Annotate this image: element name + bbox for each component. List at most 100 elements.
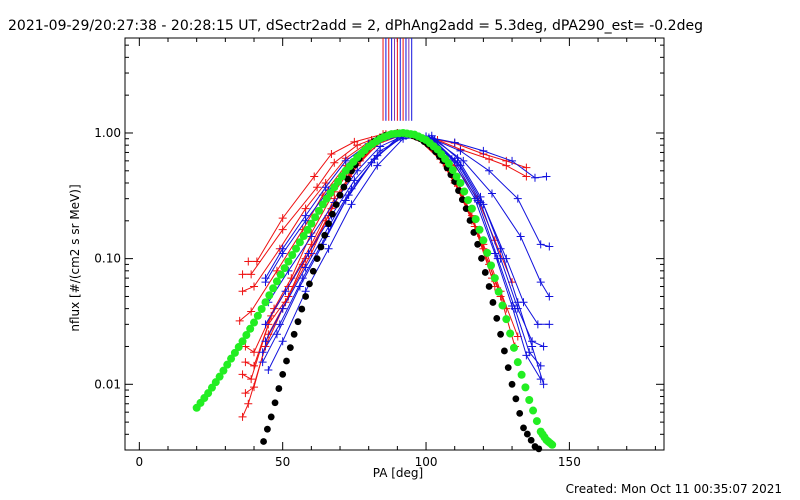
data-point-blue xyxy=(347,200,356,209)
green-fit-point xyxy=(529,406,538,415)
data-point-blue xyxy=(278,337,287,346)
black-fit-point xyxy=(332,201,340,209)
green-fit-point xyxy=(517,370,526,379)
data-point-blue xyxy=(545,292,554,301)
data-point-blue xyxy=(508,301,517,310)
green-fit-point xyxy=(292,244,301,253)
black-fit-point xyxy=(309,267,317,275)
data-point-red xyxy=(310,172,319,181)
green-fit-point xyxy=(506,329,515,338)
green-fit-point xyxy=(487,261,496,270)
green-fit-point xyxy=(494,287,503,296)
data-point-red xyxy=(522,163,531,172)
data-point-blue xyxy=(301,216,310,225)
black-fit-point xyxy=(317,243,325,251)
data-point-blue xyxy=(341,196,350,205)
created-timestamp: Created: Mon Oct 11 00:35:07 2021 xyxy=(566,482,782,496)
black-fit-point xyxy=(504,364,512,372)
black-fit-point xyxy=(466,217,474,224)
green-fit-point xyxy=(223,360,232,369)
data-point-red xyxy=(247,375,256,384)
data-point-blue xyxy=(470,194,479,203)
data-point-blue xyxy=(459,156,468,165)
green-fit-point xyxy=(460,187,469,196)
data-point-blue xyxy=(545,242,554,251)
data-point-blue xyxy=(533,320,542,329)
data-point-red xyxy=(353,141,362,150)
green-fit-point xyxy=(479,236,488,245)
data-point-red xyxy=(252,257,261,266)
data-point-red xyxy=(241,358,250,367)
green-fit-point xyxy=(238,337,247,346)
data-point-red xyxy=(278,214,287,223)
series-line-red xyxy=(245,134,519,367)
data-point-blue xyxy=(522,351,531,360)
black-fit-point xyxy=(462,205,470,213)
green-fit-point xyxy=(276,270,285,279)
x-tick-label: 100 xyxy=(415,455,438,469)
green-fit-point xyxy=(315,206,324,215)
data-point-blue xyxy=(272,330,281,339)
green-fit-point xyxy=(483,248,492,257)
black-fit-point xyxy=(279,370,287,378)
black-fit-point xyxy=(340,183,348,191)
green-fit-point xyxy=(303,225,312,234)
data-point-red xyxy=(522,172,531,181)
black-fit-point xyxy=(267,413,275,421)
data-point-blue xyxy=(508,156,517,165)
data-point-blue xyxy=(476,192,485,201)
green-fit-point xyxy=(532,417,541,426)
black-fit-point xyxy=(302,293,310,300)
green-fit-point xyxy=(318,200,327,209)
green-fit-point xyxy=(502,315,511,324)
data-point-blue xyxy=(427,131,436,140)
green-fit-point xyxy=(464,196,473,205)
data-point-blue xyxy=(545,320,554,329)
green-fit-point xyxy=(467,204,476,213)
green-fit-point xyxy=(257,304,266,313)
green-fit-point xyxy=(288,251,297,260)
green-fit-point xyxy=(295,238,304,247)
black-fit-point xyxy=(455,187,462,195)
black-fit-point xyxy=(470,229,478,236)
green-fit-point xyxy=(525,395,534,404)
data-point-blue xyxy=(530,173,539,182)
data-point-blue xyxy=(295,282,304,291)
chart-title: 2021-09-29/20:27:38 - 20:28:15 UT, dSect… xyxy=(8,18,703,34)
data-point-red xyxy=(238,270,247,279)
black-fit-point xyxy=(328,210,336,218)
x-axis-label: PA [deg] xyxy=(373,466,423,480)
plot-area: 0 50 100 150 0.01 0.10 1.00 xyxy=(94,37,665,469)
green-fit-point xyxy=(322,194,331,203)
black-fit-point xyxy=(527,436,535,444)
green-fit-point xyxy=(230,348,239,357)
data-point-red xyxy=(327,150,336,159)
black-fit-point xyxy=(321,231,329,239)
black-fit-point xyxy=(458,196,466,204)
black-fit-point xyxy=(535,445,543,453)
data-point-blue xyxy=(304,249,313,258)
data-point-red xyxy=(485,155,494,164)
green-fit-point xyxy=(311,213,320,222)
data-point-blue xyxy=(367,158,376,167)
black-fit-point xyxy=(325,220,332,228)
green-fit-point xyxy=(548,440,557,449)
x-tick-label: 50 xyxy=(275,455,290,469)
green-fit-point xyxy=(513,358,522,367)
data-point-blue xyxy=(258,348,267,357)
data-point-red xyxy=(241,389,250,398)
black-fit-point xyxy=(478,254,485,262)
green-fit-point xyxy=(307,219,316,228)
data-point-blue xyxy=(324,244,333,253)
black-fit-point xyxy=(283,357,290,365)
data-point-blue xyxy=(539,342,548,351)
black-fit-point xyxy=(336,191,344,199)
data-point-blue xyxy=(536,240,545,249)
x-tick-label: 150 xyxy=(558,455,581,469)
data-point-red xyxy=(313,183,322,192)
y-axis-label: nflux [#/(cm2 s sr MeV)] xyxy=(68,184,82,331)
data-point-red xyxy=(244,257,253,266)
data-point-blue xyxy=(373,161,382,170)
green-fit-point xyxy=(242,331,251,340)
data-point-blue xyxy=(258,358,267,367)
